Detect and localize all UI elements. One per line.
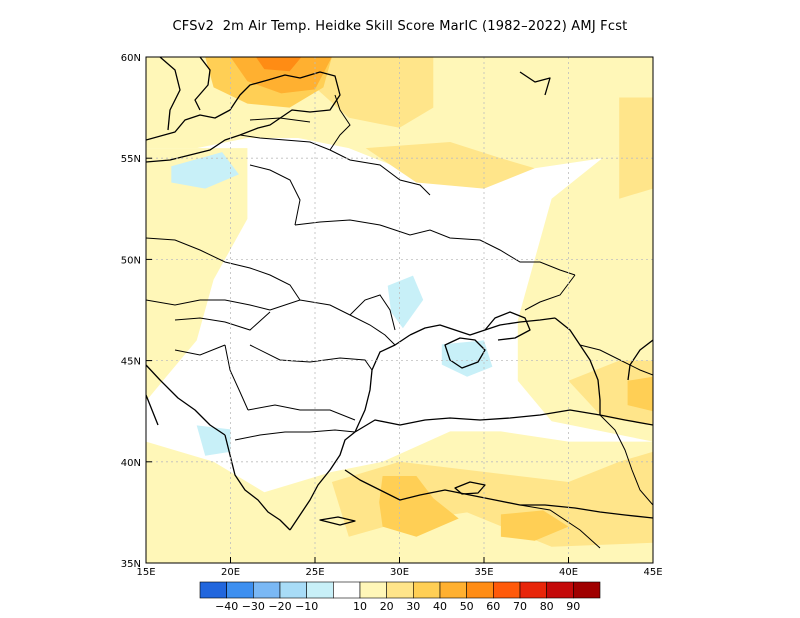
lon-tick-label: 45E (643, 567, 662, 578)
colorbar-label: 20 (380, 600, 394, 613)
lon-tick-label: 30E (390, 567, 409, 578)
score-region (365, 142, 535, 189)
coast-adriatic (146, 364, 226, 436)
colorbar-label: 80 (540, 600, 554, 613)
coast-scandinavia (159, 57, 211, 131)
border-poland (146, 237, 301, 301)
colorbar-label: 70 (513, 600, 527, 613)
border-austria (146, 299, 201, 306)
border-baltics (239, 117, 331, 151)
colorbar-swatch (519, 581, 547, 599)
score-region (146, 148, 248, 402)
border-ukraine-east (524, 274, 576, 311)
lon-tick-label: 25E (305, 567, 324, 578)
colorbar-swatch (466, 581, 494, 599)
coast-italy (146, 394, 159, 426)
coast-black-sea-north (409, 317, 556, 336)
colorbar-label: 60 (486, 600, 500, 613)
colorbar-swatch (226, 581, 254, 599)
score-region (568, 360, 653, 426)
colorbar-swatch (546, 581, 574, 599)
colorbar-label: 40 (433, 600, 447, 613)
border-serbia (224, 344, 249, 411)
colorbar-label: −20 (268, 600, 291, 613)
border-turkey-east (599, 414, 653, 506)
colorbar-swatch (253, 581, 281, 599)
coast-cyprus (454, 481, 486, 495)
score-region (441, 340, 493, 377)
page-title: CFSv2 2m Air Temp. Heidke Skill Score Ma… (172, 19, 628, 34)
colorbar-swatch (306, 581, 334, 599)
colorbar-label: −40 (215, 600, 238, 613)
coast-crete (319, 516, 356, 526)
colorbar-swatch (333, 581, 361, 599)
colorbar-label: 90 (566, 600, 580, 613)
colorbar-label: −30 (242, 600, 265, 613)
border-bosnia (174, 344, 226, 356)
score-region (627, 376, 653, 412)
score-region (230, 57, 332, 94)
coast-white-sea (519, 71, 551, 96)
colorbar-label: 10 (353, 600, 367, 613)
lon-tick-label: 35E (474, 567, 493, 578)
score-region (315, 57, 434, 128)
border-greece (234, 429, 356, 441)
lat-tick-label: 55N (121, 154, 141, 165)
score-region (500, 510, 569, 541)
score-region (387, 275, 424, 329)
coast-baltic (146, 71, 341, 163)
border-layer (146, 94, 653, 549)
border-belarus-west (249, 164, 301, 226)
coast-azov (484, 311, 531, 341)
colorbar-label: −10 (295, 600, 318, 613)
border-syria-iraq (519, 504, 601, 549)
colorbar-swatch (359, 581, 387, 599)
colorbar-swatch (386, 581, 414, 599)
border-russia-georgia (579, 344, 653, 376)
coast-aegean (289, 431, 356, 531)
colorbar-swatch (413, 581, 441, 599)
lon-tick-label: 20E (221, 567, 240, 578)
score-region (619, 97, 653, 199)
border-bulgaria (247, 404, 356, 421)
lat-tick-label: 50N (121, 255, 141, 266)
lat-tick-label: 35N (121, 559, 141, 570)
score-region (171, 152, 239, 189)
coast-crimea (444, 337, 486, 369)
border-hungary (174, 311, 271, 331)
colorbar-label: 50 (460, 600, 474, 613)
coast-caspian (627, 339, 653, 381)
lat-tick-label: 45N (121, 357, 141, 368)
colorbar-swatch (279, 581, 307, 599)
coast-turkey-south (344, 469, 653, 519)
coast-turkey-north (354, 409, 653, 433)
lat-tick-label: 40N (121, 458, 141, 469)
colorbar-label: 30 (406, 600, 420, 613)
coastline-layer (146, 57, 653, 531)
lon-tick-label: 40E (559, 567, 578, 578)
border-slovakia (200, 299, 271, 311)
border-romania-south (249, 344, 373, 371)
border-russia-west (329, 94, 351, 151)
border-moldova (349, 294, 396, 331)
axis-layer: 15E 20E 25E 30E 35E 40E 45E 60N 55N 50N 45N 40N 35N (121, 53, 663, 578)
colorbar-swatch (573, 581, 601, 599)
border-ukraine-north (294, 219, 576, 276)
score-region (379, 476, 459, 537)
colorbar-swatch (493, 581, 521, 599)
colorbar-swatch (199, 581, 227, 599)
colorbar-swatch (439, 581, 467, 599)
score-region (255, 57, 302, 72)
lon-tick-label: 15E (136, 567, 155, 578)
lat-tick-label: 60N (121, 53, 141, 64)
gridline-layer (146, 57, 653, 563)
coast-black-sea-east (554, 317, 601, 415)
colorbar: −40 −30 −20 −10 10 20 30 40 50 60 70 80 90 (199, 581, 601, 613)
